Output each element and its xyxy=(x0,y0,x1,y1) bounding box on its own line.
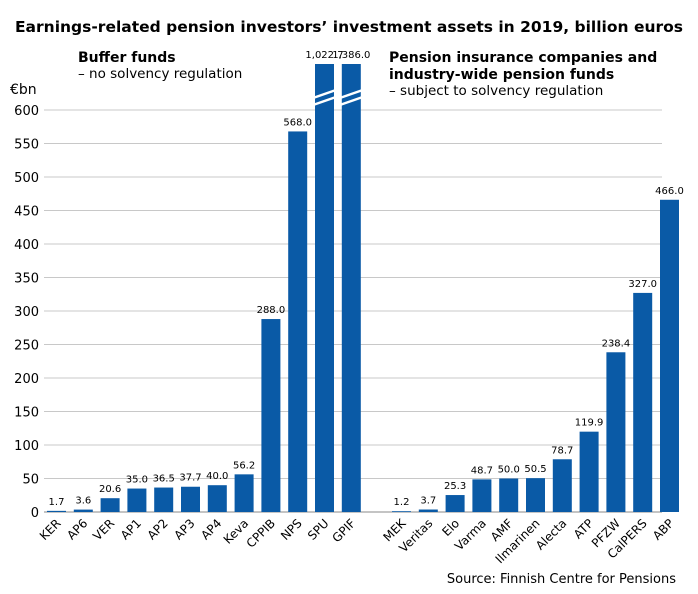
bar xyxy=(552,459,572,512)
category-label: CPPIB xyxy=(244,516,278,550)
y-tick-label: 200 xyxy=(14,372,39,387)
group-subtitle: – no solvency regulation xyxy=(78,66,242,82)
value-label: 48.7 xyxy=(471,465,493,476)
y-tick-label: 600 xyxy=(14,104,39,119)
group-title: Pension insurance companies and xyxy=(389,50,657,66)
bar xyxy=(288,131,308,512)
bar xyxy=(579,431,599,512)
group-headings: Buffer funds– no solvency regulation Pens… xyxy=(78,50,657,99)
category-label: ABP xyxy=(650,516,677,543)
bar xyxy=(418,509,438,512)
category-label: AP2 xyxy=(145,516,171,542)
value-label: 40.0 xyxy=(206,471,228,482)
value-label: 568.0 xyxy=(283,117,312,128)
value-label: 466.0 xyxy=(655,186,684,197)
y-tick-label: 400 xyxy=(14,238,39,253)
value-label: 25.3 xyxy=(444,481,466,492)
value-label: 1,022.7 xyxy=(305,50,343,61)
y-tick-label: 100 xyxy=(14,439,39,454)
bar xyxy=(633,292,653,512)
y-tick-label: 550 xyxy=(14,138,39,153)
bar xyxy=(100,498,120,512)
bar xyxy=(154,487,174,512)
y-tick-label: 50 xyxy=(22,473,39,488)
value-label: 1.7 xyxy=(49,497,65,508)
bar xyxy=(392,511,411,512)
y-tick-label: 300 xyxy=(14,305,39,320)
y-tick-label: 450 xyxy=(14,205,39,220)
axis-break-slash xyxy=(339,88,364,100)
value-label: 238.4 xyxy=(602,338,631,349)
group-title: Buffer funds xyxy=(78,50,176,66)
bar xyxy=(73,509,93,512)
value-label: 288.0 xyxy=(257,305,286,316)
value-label: 3.7 xyxy=(420,496,436,507)
bar xyxy=(660,199,679,512)
category-label: AP1 xyxy=(118,516,144,542)
bar xyxy=(181,486,200,512)
value-label: 35.0 xyxy=(126,475,148,486)
axis-break-slash xyxy=(339,95,364,107)
value-label: 78.7 xyxy=(551,445,573,456)
category-label: AP3 xyxy=(171,516,197,542)
value-label: 36.5 xyxy=(153,474,175,485)
bar xyxy=(499,478,519,512)
y-tick-label: 0 xyxy=(31,506,39,521)
bar xyxy=(207,485,227,512)
category-label: NPS xyxy=(278,516,305,543)
category-label: KER xyxy=(37,516,64,543)
y-tick-label: 500 xyxy=(14,171,39,186)
value-label: 3.6 xyxy=(75,496,91,507)
bar xyxy=(261,319,281,512)
bar xyxy=(234,474,254,512)
group-subtitle: – subject to solvency regulation xyxy=(389,83,603,99)
value-label: 1,386.0 xyxy=(332,50,370,61)
value-label: 50.5 xyxy=(524,464,546,475)
y-tick-label: 150 xyxy=(14,406,39,421)
bar xyxy=(47,510,66,512)
value-label: 20.6 xyxy=(99,484,121,495)
value-label: 50.0 xyxy=(498,465,520,476)
value-label: 119.9 xyxy=(575,418,604,429)
value-label: 56.2 xyxy=(233,460,255,471)
category-label: SPU xyxy=(305,516,332,543)
category-label: Alecta xyxy=(533,516,569,552)
bar xyxy=(526,478,545,512)
value-label: 327.0 xyxy=(628,279,657,290)
group-title: industry-wide pension funds xyxy=(389,67,614,83)
category-label: AP6 xyxy=(64,516,90,542)
category-label: VER xyxy=(90,516,117,543)
category-label: GPIF xyxy=(329,516,358,545)
bar xyxy=(315,64,334,512)
value-label: 37.7 xyxy=(179,473,201,484)
value-label: 1.2 xyxy=(394,497,410,508)
bar xyxy=(472,479,492,512)
y-tick-label: 250 xyxy=(14,339,39,354)
bar xyxy=(341,64,361,512)
axis-break-marks xyxy=(312,88,364,107)
bar xyxy=(606,352,626,512)
axis-break-slash xyxy=(312,88,337,100)
bars xyxy=(47,64,679,512)
y-unit-label: €bn xyxy=(10,82,37,98)
value-labels: 1.7 3.6 20.6 35.0 36.5 37.7 40.0 56.2 288.0 568.0… xyxy=(49,50,684,508)
category-label: AP4 xyxy=(198,516,224,542)
source-note: Source: Finnish Centre for Pensions xyxy=(447,572,676,587)
y-tick-label: 350 xyxy=(14,272,39,287)
bar xyxy=(127,488,147,512)
chart-title: Earnings-related pension investors’ inve… xyxy=(15,18,683,36)
bar xyxy=(445,495,465,512)
axis-break-slash xyxy=(312,95,337,107)
y-tick-labels: 0 50 100 150 200 250 300 350 400 450 500 550 600 xyxy=(14,104,39,521)
